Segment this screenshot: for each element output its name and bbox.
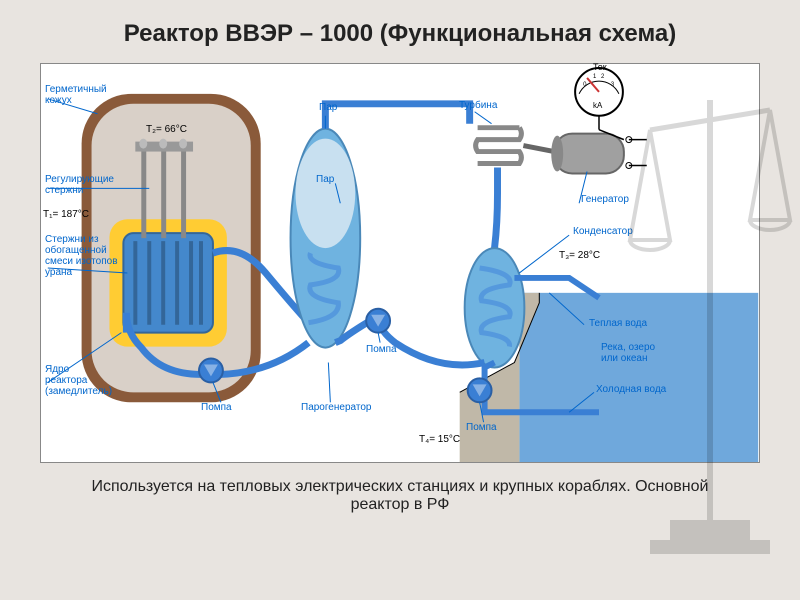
feedwater-line (335, 321, 484, 365)
exhaust-line (495, 167, 498, 248)
label-t1: T₁= 187°C (43, 209, 89, 220)
label-pump2: Помпа (366, 344, 397, 355)
label-pump3: Помпа (466, 422, 497, 433)
label-warm-water: Теплая вода (589, 318, 647, 329)
label-control-rods: Регулирующиестержни (45, 174, 114, 196)
generator (551, 134, 647, 174)
label-fuel-rods: Стержни изобогащеннойсмеси изотоповурана (45, 234, 118, 278)
label-steam-inside: Пар (316, 174, 334, 185)
label-turbine: Турбина (459, 100, 497, 111)
label-core: Ядрореактора(замедлитель) (45, 364, 112, 397)
label-t3: T₃= 28°C (559, 250, 600, 261)
label-generator: Генератор (581, 194, 629, 205)
label-water-body: Река, озероили океан (601, 342, 655, 364)
label-t2: T₂= 66°C (146, 124, 187, 135)
page-title: Реактор ВВЭР – 1000 (Функциональная схем… (0, 0, 800, 58)
label-pump1: Помпа (201, 402, 232, 413)
label-condenser: Конденсатор (573, 226, 633, 237)
pump-1 (199, 359, 223, 383)
ammeter-gauge: 0 1 2 3 kA (575, 68, 624, 140)
label-containment: Герметичныйкожух (45, 84, 107, 106)
pump-3 (468, 378, 492, 402)
turbine-shaft (523, 146, 554, 152)
steam-generator (291, 129, 361, 348)
label-cold-water: Холодная вода (596, 384, 666, 395)
turbine (472, 122, 524, 170)
label-t4: T₄= 15°C (419, 434, 460, 445)
condenser (465, 248, 525, 367)
label-steam-gen: Парогенератор (301, 402, 371, 413)
label-current: Ток (593, 62, 607, 72)
steam-line (325, 104, 469, 129)
caption: Используется на тепловых электрических с… (0, 468, 800, 524)
pump-2 (366, 309, 390, 333)
gauge-unit: kA (593, 101, 603, 110)
diagram-container: 0 1 2 3 kA (40, 63, 760, 463)
label-steam: Пар (319, 102, 337, 113)
